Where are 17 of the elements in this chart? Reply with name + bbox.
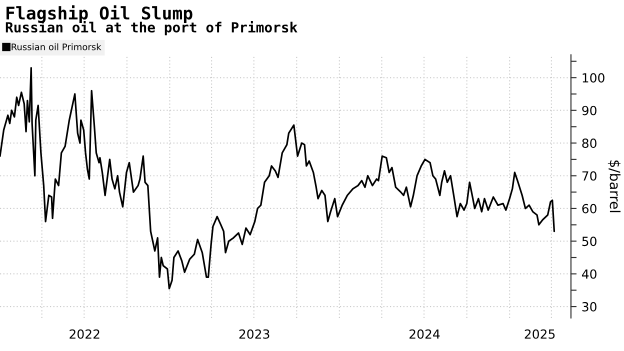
x-tick-label: 2025 bbox=[524, 329, 555, 339]
legend-label: Russian oil Primorsk bbox=[12, 43, 102, 50]
x-tick-label: 2023 bbox=[239, 329, 270, 339]
y-tick-label: 50 bbox=[582, 236, 596, 246]
chart-title: Flagship Oil Slump bbox=[6, 5, 192, 23]
line-series bbox=[0, 67, 556, 290]
y-tick-label: 100 bbox=[582, 73, 604, 83]
x-tick-label: 2022 bbox=[70, 329, 100, 339]
y-tick-label: 30 bbox=[582, 302, 596, 312]
y-axis-title: $/barrel bbox=[608, 160, 621, 212]
y-tick-label: 90 bbox=[582, 106, 596, 116]
y-tick-label: 70 bbox=[582, 171, 596, 181]
chart-subtitle: Russian oil at the port of Primorsk bbox=[6, 21, 298, 36]
x-tick-label: 2024 bbox=[410, 329, 440, 339]
y-tick-label: 60 bbox=[582, 204, 596, 214]
y-tick-label: 40 bbox=[582, 269, 596, 279]
y-tick-label: 80 bbox=[582, 138, 596, 148]
